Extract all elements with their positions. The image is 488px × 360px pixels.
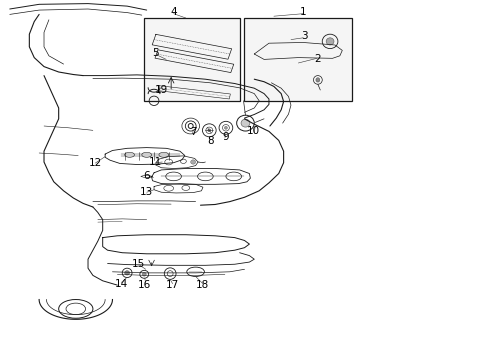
Text: 9: 9 bbox=[222, 132, 229, 142]
Text: 19: 19 bbox=[154, 85, 168, 95]
Text: 11: 11 bbox=[148, 157, 162, 167]
Text: 5: 5 bbox=[152, 48, 159, 58]
Ellipse shape bbox=[207, 129, 210, 132]
Bar bbox=[244, 18, 351, 101]
Ellipse shape bbox=[142, 273, 146, 276]
Text: 4: 4 bbox=[170, 6, 177, 17]
Text: 16: 16 bbox=[138, 280, 151, 290]
Ellipse shape bbox=[241, 119, 249, 127]
Text: 3: 3 bbox=[301, 31, 307, 41]
Ellipse shape bbox=[315, 78, 319, 82]
Text: 10: 10 bbox=[246, 126, 259, 136]
Bar bbox=[144, 18, 239, 101]
Ellipse shape bbox=[190, 160, 195, 164]
Text: 18: 18 bbox=[196, 280, 209, 290]
Text: 1: 1 bbox=[299, 6, 306, 17]
Text: 17: 17 bbox=[165, 280, 179, 290]
Text: 12: 12 bbox=[88, 158, 102, 168]
Text: 13: 13 bbox=[140, 186, 153, 197]
Text: 15: 15 bbox=[132, 258, 145, 269]
Ellipse shape bbox=[224, 126, 227, 129]
Text: 7: 7 bbox=[189, 127, 196, 138]
Text: 8: 8 bbox=[206, 136, 213, 146]
Ellipse shape bbox=[325, 38, 333, 45]
Ellipse shape bbox=[124, 271, 129, 275]
Text: 6: 6 bbox=[143, 171, 150, 181]
Text: 14: 14 bbox=[114, 279, 128, 289]
Text: 2: 2 bbox=[314, 54, 321, 64]
